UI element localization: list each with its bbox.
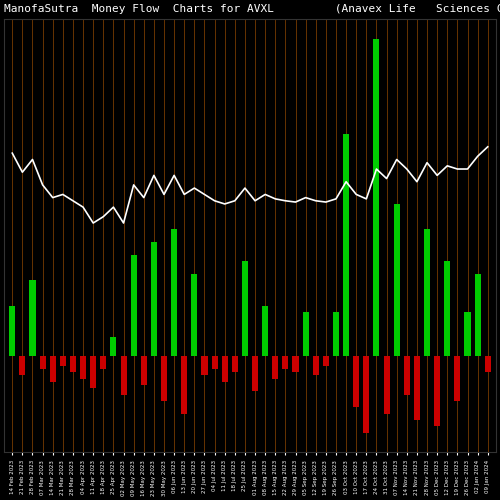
Bar (40, 356, 46, 369)
Bar (333, 312, 339, 356)
Bar (364, 356, 370, 432)
Bar (120, 356, 126, 395)
Bar (80, 356, 86, 378)
Bar (20, 356, 26, 376)
Bar (474, 274, 480, 356)
Bar (384, 356, 390, 414)
Bar (140, 356, 147, 385)
Bar (30, 280, 36, 356)
Bar (404, 356, 410, 395)
Bar (444, 261, 450, 356)
Bar (110, 338, 116, 356)
Bar (424, 230, 430, 356)
Bar (50, 356, 56, 382)
Bar (171, 230, 177, 356)
Bar (130, 255, 136, 356)
Bar (374, 39, 380, 356)
Bar (312, 356, 319, 376)
Bar (414, 356, 420, 420)
Bar (323, 356, 329, 366)
Bar (60, 356, 66, 366)
Bar (434, 356, 440, 426)
Bar (394, 204, 400, 356)
Bar (343, 134, 349, 356)
Bar (272, 356, 278, 378)
Bar (262, 306, 268, 356)
Bar (282, 356, 288, 369)
Bar (100, 356, 106, 369)
Bar (192, 274, 198, 356)
Bar (202, 356, 207, 376)
Bar (222, 356, 228, 382)
Bar (181, 356, 188, 414)
Bar (9, 306, 16, 356)
Bar (252, 356, 258, 392)
Bar (161, 356, 167, 401)
Bar (151, 242, 157, 356)
Bar (302, 312, 308, 356)
Bar (353, 356, 360, 407)
Bar (484, 356, 491, 372)
Bar (70, 356, 76, 372)
Bar (212, 356, 218, 369)
Bar (292, 356, 298, 372)
Text: ManofaSutra  Money Flow  Charts for AVXL         (Anavex Life   Sciences C: ManofaSutra Money Flow Charts for AVXL (… (4, 4, 500, 14)
Bar (242, 261, 248, 356)
Bar (464, 312, 470, 356)
Bar (90, 356, 96, 388)
Bar (232, 356, 238, 372)
Bar (454, 356, 460, 401)
